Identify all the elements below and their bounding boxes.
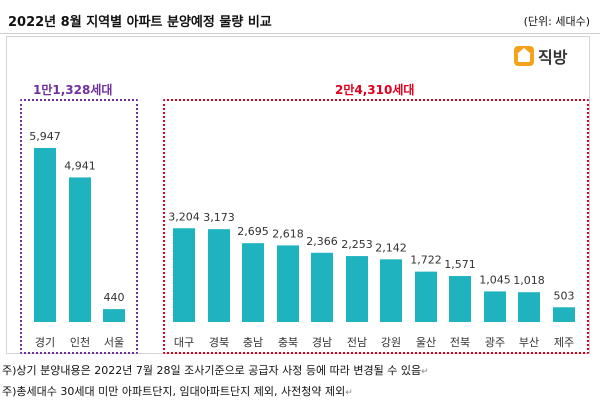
bar-부산 (518, 292, 540, 322)
bar-인천 (69, 177, 91, 322)
bar-강원 (380, 259, 402, 322)
category-label-충남: 충남 (243, 336, 263, 349)
value-label-전남: 2,253 (341, 238, 373, 251)
category-label-대구: 대구 (174, 336, 194, 349)
value-label-전북: 1,571 (444, 258, 476, 271)
page-title: 2022년 8월 지역별 아파트 분양예정 물량 비교 (8, 15, 272, 30)
category-label-충북: 충북 (278, 336, 298, 349)
value-label-서울: 440 (104, 291, 125, 304)
footnote-2-mark: ↵ (345, 388, 353, 398)
value-label-제주: 503 (554, 289, 575, 302)
value-label-경북: 3,173 (203, 211, 235, 224)
bar-제주 (553, 307, 575, 322)
category-label-전남: 전남 (347, 336, 367, 349)
category-label-전북: 전북 (450, 336, 470, 349)
category-label-경기: 경기 (35, 336, 55, 349)
value-label-충남: 2,695 (237, 225, 269, 238)
value-label-강원: 2,142 (375, 241, 407, 254)
footnote-2: 주)총세대수 30세대 미만 아파트단지, 임대아파트단지 제외, 사전청약 제… (2, 383, 353, 399)
group-box-regional (163, 99, 589, 354)
footnote-1-mark: ↵ (421, 367, 429, 377)
value-label-부산: 1,018 (513, 274, 545, 287)
bar-서울 (103, 309, 125, 322)
value-label-광주: 1,045 (479, 273, 511, 286)
bar-전북 (449, 276, 471, 322)
value-label-대구: 3,204 (168, 210, 200, 223)
bar-경남 (311, 252, 333, 322)
bar-울산 (415, 271, 437, 322)
value-label-인천: 4,941 (64, 159, 96, 172)
category-label-울산: 울산 (416, 336, 436, 349)
category-label-경북: 경북 (209, 336, 229, 349)
value-label-경기: 5,947 (29, 130, 61, 143)
category-label-광주: 광주 (485, 336, 505, 349)
bar-충남 (242, 243, 264, 322)
bar-광주 (484, 291, 506, 322)
category-label-강원: 강원 (381, 336, 401, 349)
bar-대구 (173, 228, 195, 322)
house-logo-icon (514, 46, 534, 66)
category-label-서울: 서울 (104, 336, 124, 349)
unit-label: (단위: 세대수) (523, 15, 590, 28)
value-label-경남: 2,366 (306, 235, 338, 248)
footnote-2-text: 주)총세대수 30세대 미만 아파트단지, 임대아파트단지 제외, 사전청약 제… (2, 385, 346, 398)
bar-충북 (277, 245, 299, 322)
value-label-울산: 1,722 (410, 254, 442, 267)
category-label-제주: 제주 (554, 336, 574, 349)
category-label-부산: 부산 (519, 336, 539, 349)
bar-전남 (346, 256, 368, 322)
brand-logo: 직방 (514, 43, 567, 69)
category-label-경남: 경남 (312, 336, 332, 349)
footnote-1: 주)상기 분양내용은 2022년 7월 28일 조사기준으로 공급자 사정 등에… (2, 362, 429, 378)
header-divider (0, 33, 600, 34)
value-label-충북: 2,618 (272, 227, 304, 240)
group-label-metro: 1만1,328세대 (33, 83, 113, 97)
brand-name: 직방 (538, 48, 568, 67)
group-box-metro (20, 99, 138, 354)
category-label-인천: 인천 (70, 335, 90, 349)
footnote-1-text: 주)상기 분양내용은 2022년 7월 28일 조사기준으로 공급자 사정 등에… (2, 364, 422, 377)
group-label-regional: 2만4,310세대 (335, 83, 415, 97)
bar-경북 (208, 229, 230, 322)
bar-경기 (34, 148, 56, 322)
